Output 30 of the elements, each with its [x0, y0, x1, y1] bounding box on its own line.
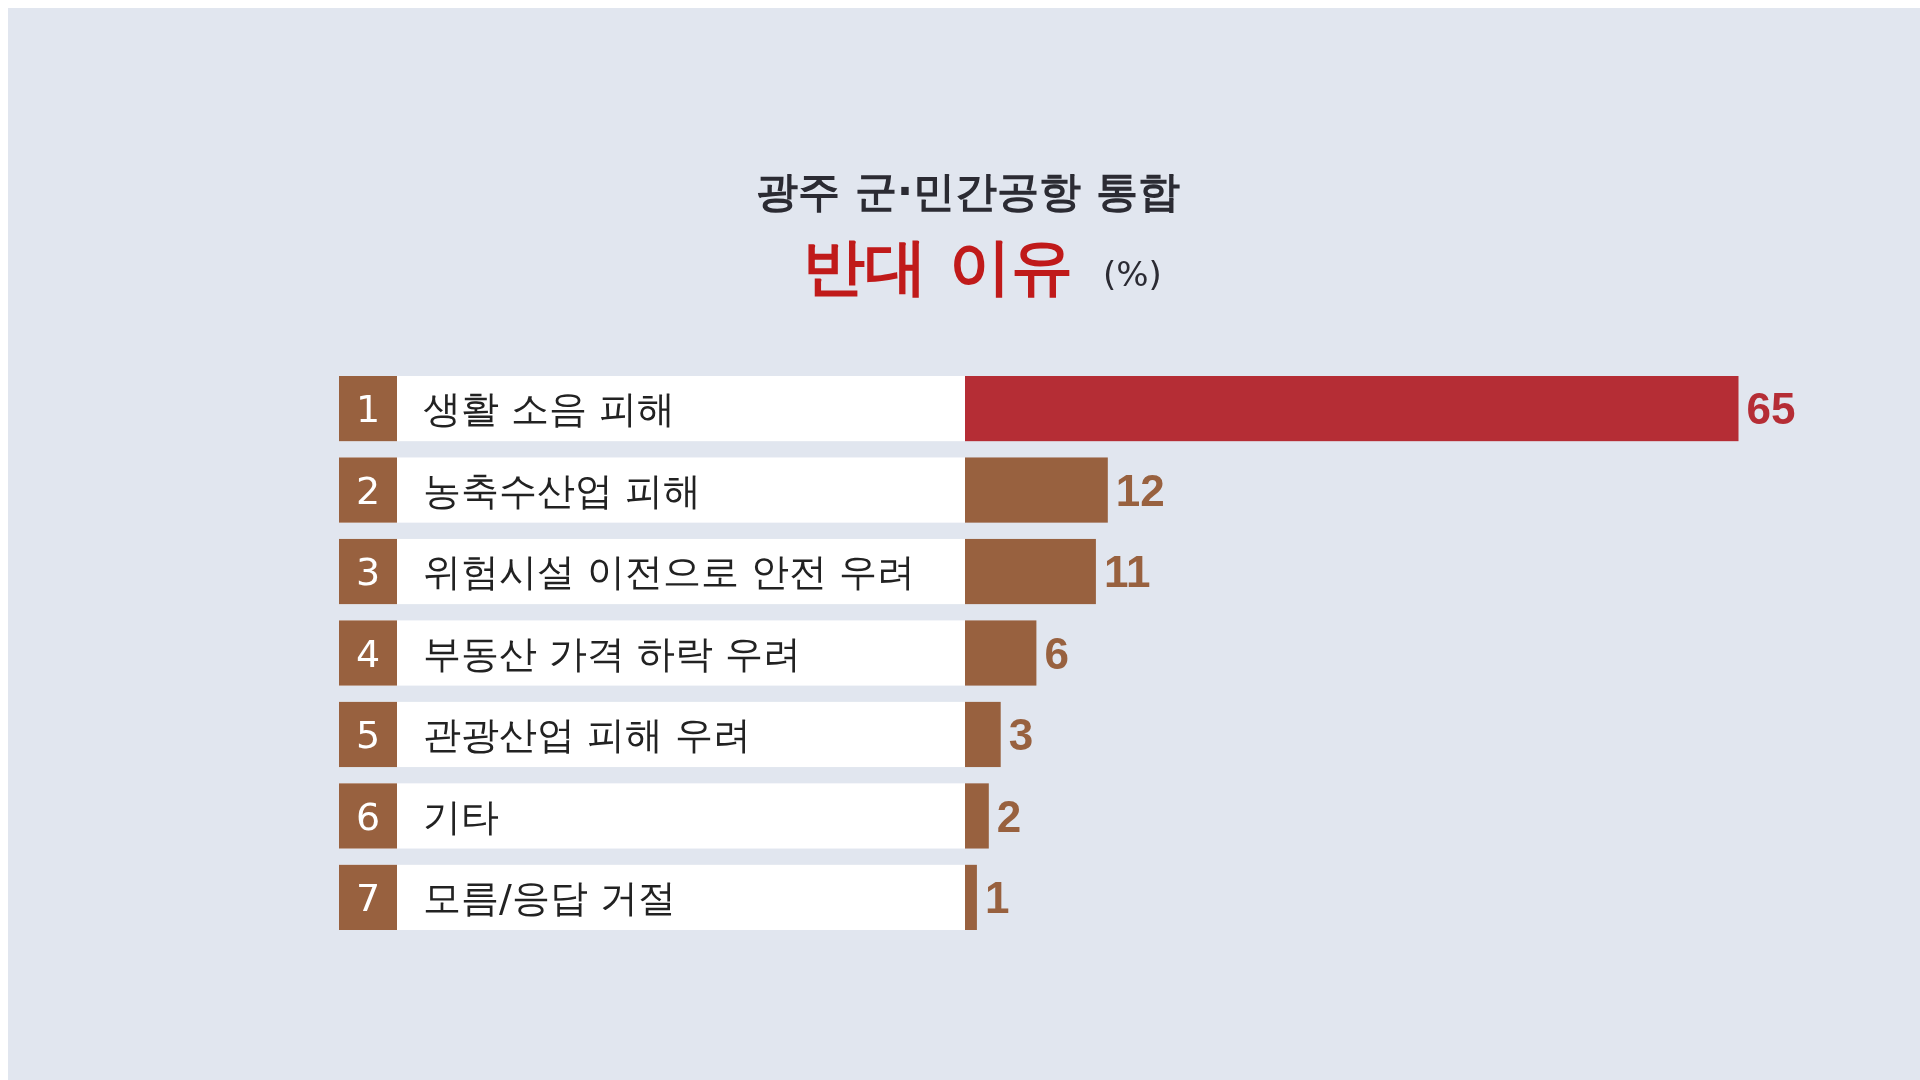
y-tick-label: 관광산업 피해 우려 [423, 713, 752, 758]
bar [965, 538, 1096, 605]
y-tick-label: 기타 [423, 794, 499, 839]
y-tick-label: 위험시설 이전으로 안전 우려 [423, 550, 916, 595]
text: 2 [355, 468, 381, 513]
data-label: 65 [1746, 384, 1796, 434]
bar [965, 701, 1001, 768]
data-label: 1 [984, 873, 1010, 923]
text: 1 [355, 387, 381, 432]
text: 3 [355, 550, 381, 595]
text: (%) [1103, 254, 1162, 294]
data-label: 3 [1008, 710, 1034, 760]
bar [965, 620, 1037, 686]
bar [965, 783, 989, 849]
chart-title: 광주 군·민간공항 통합 [756, 167, 1180, 216]
y-tick-label: 농축수산업 피해 [423, 468, 702, 513]
y-tick-label: 모름/응답 거절 [423, 876, 676, 921]
data-label: 6 [1044, 628, 1069, 678]
bar [965, 457, 1108, 523]
data-label: 11 [1103, 547, 1151, 597]
text: 7 [355, 876, 381, 921]
y-tick-label: 생활 소음 피해 [423, 387, 676, 432]
y-tick-label: 부동산 가격 하락 우려 [423, 631, 802, 676]
text: 6 [355, 794, 381, 839]
data-label: 12 [1115, 465, 1165, 515]
chart-subtitle: 반대 이유 [803, 230, 1073, 303]
text: 4 [355, 631, 381, 676]
text: 5 [355, 713, 381, 758]
data-label: 2 [996, 791, 1022, 841]
bar [965, 864, 977, 930]
